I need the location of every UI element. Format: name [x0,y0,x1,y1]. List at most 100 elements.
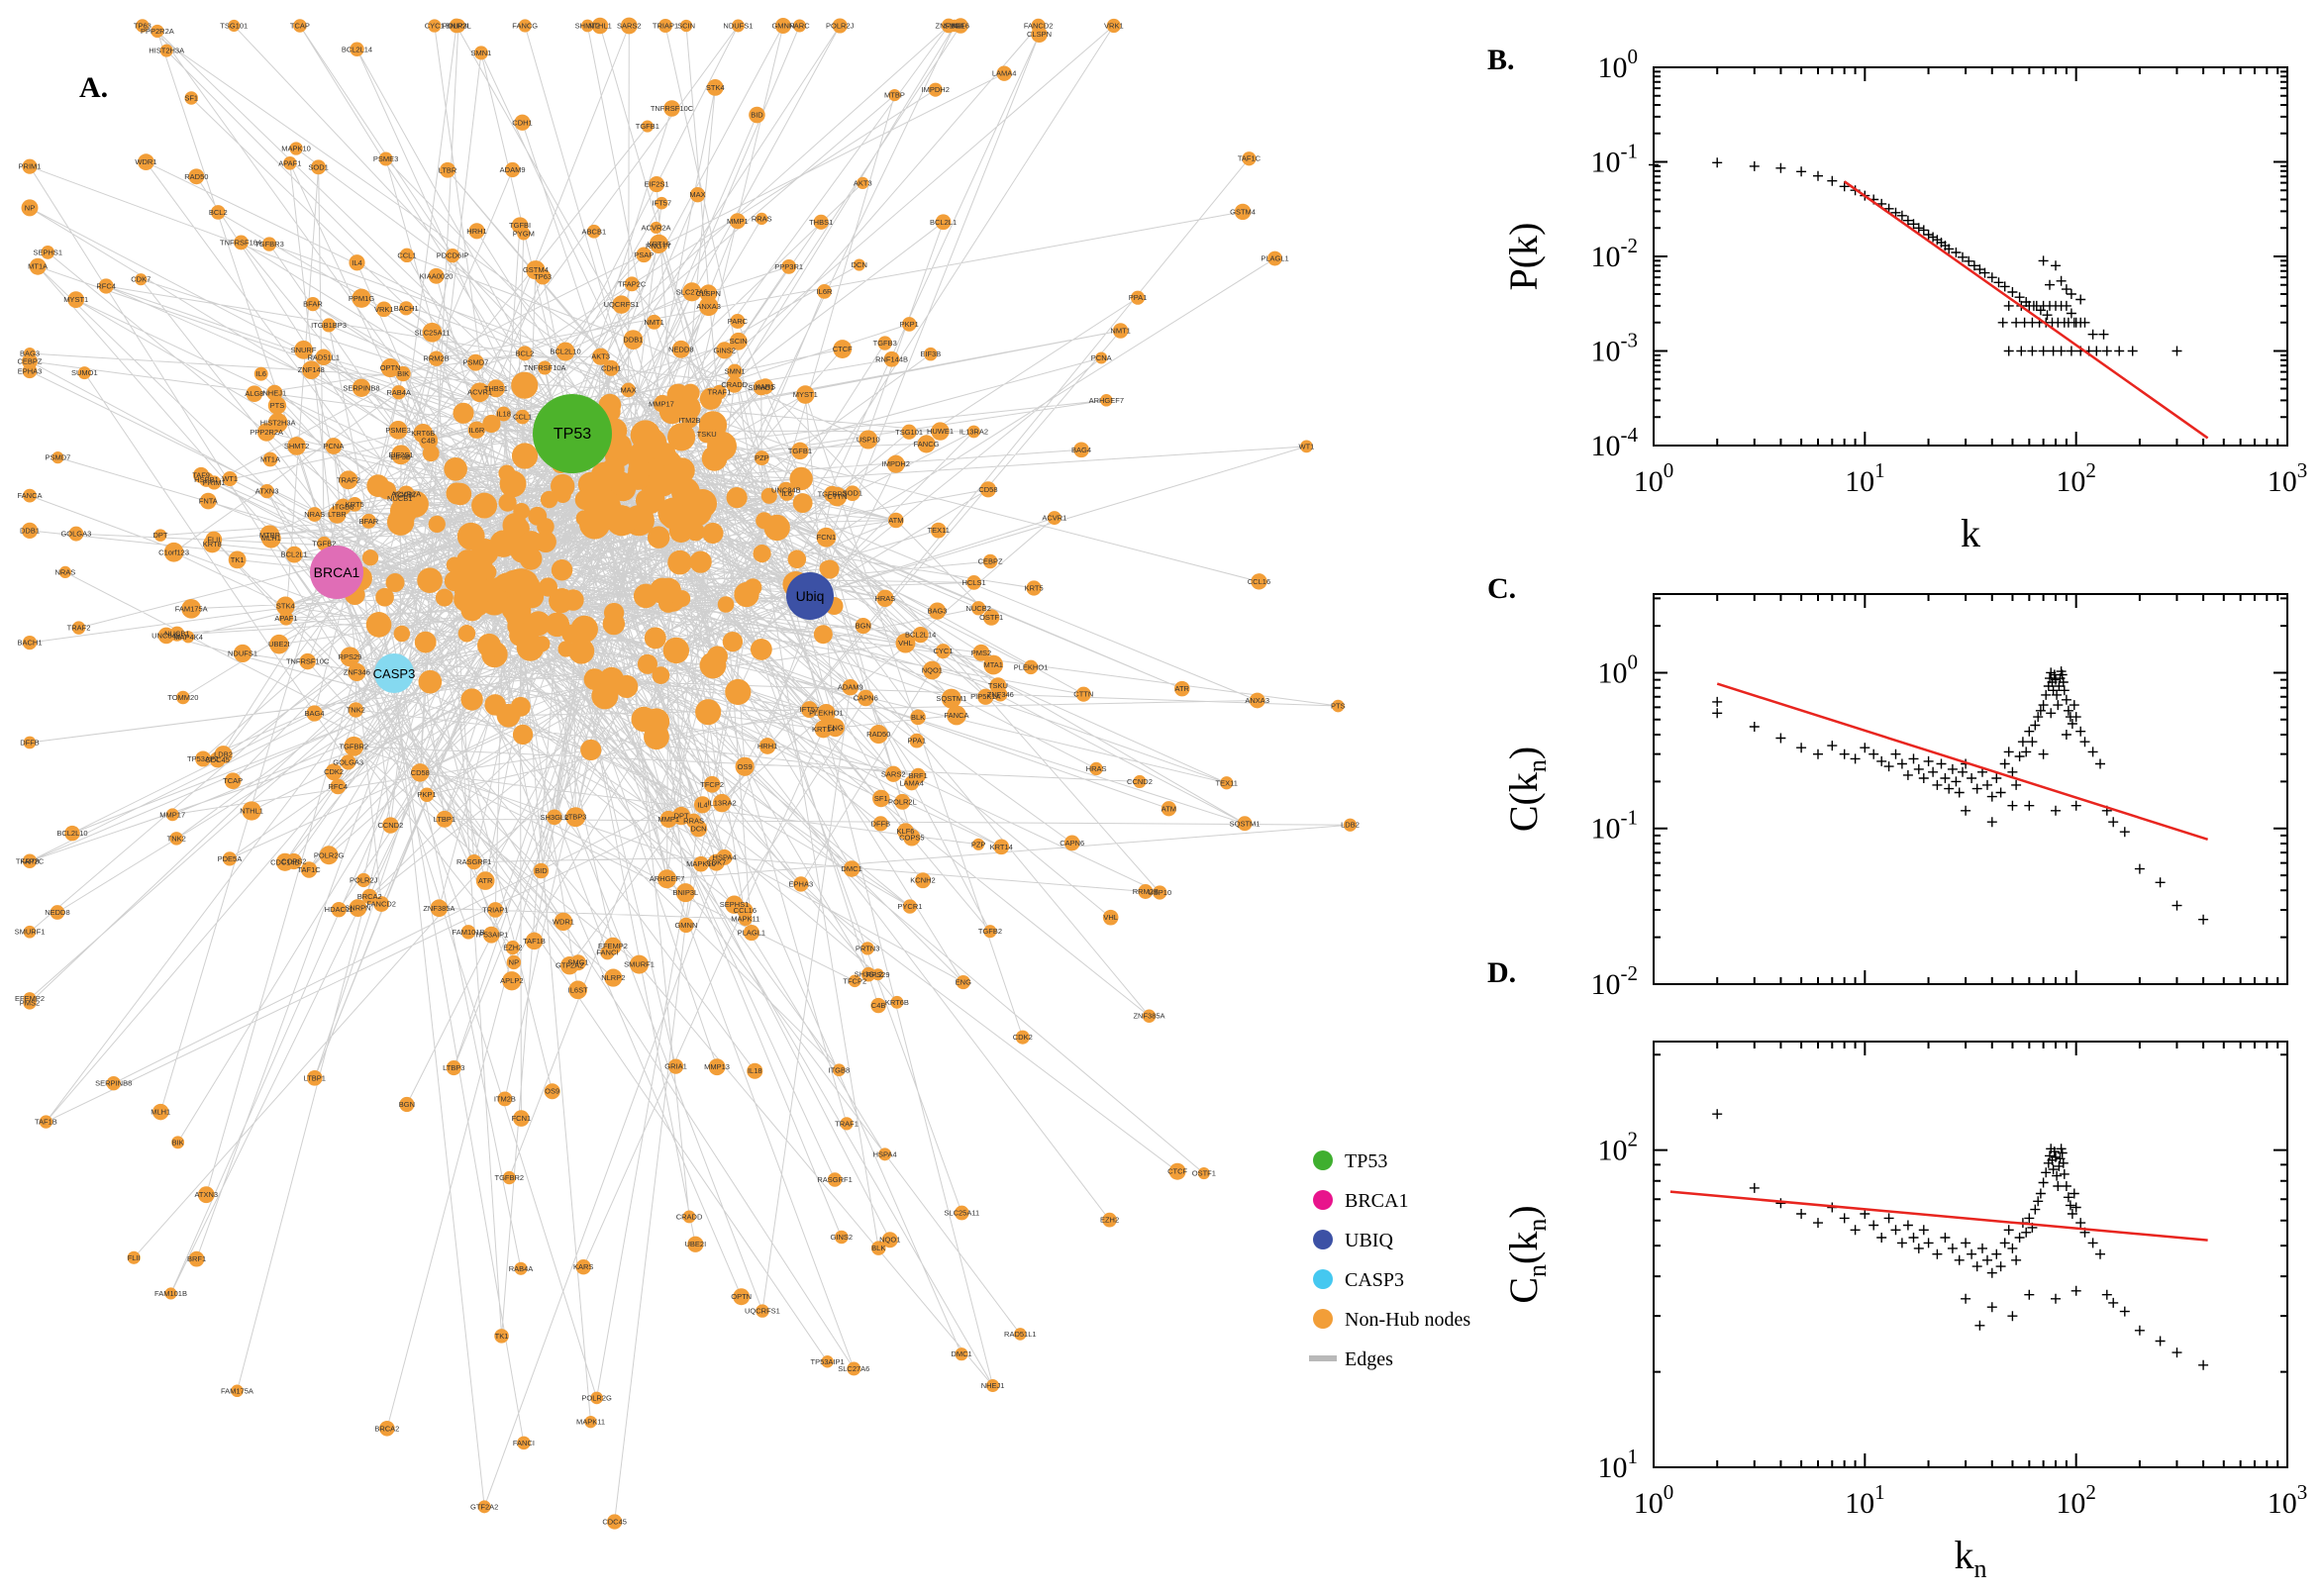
node-label: OS9 [545,1087,559,1096]
node-label: FANCG [512,22,538,31]
node-label: CD58 [978,485,997,494]
network-node [753,545,771,563]
network-node [386,508,415,536]
node-label: SLC27A6 [676,287,708,296]
node-label: KARS [756,382,775,391]
node-label: SH3GL2 [855,970,883,979]
node-label: ITGB1BP3 [311,321,347,330]
node-label: PCNA [324,442,345,450]
node-label: LTBP1 [304,1073,326,1082]
node-label: CAPN6 [1060,839,1084,848]
node-label: SARS2 [617,22,642,31]
node-label: LTBP1 [434,815,455,824]
network-node [428,267,445,284]
network-node [68,526,84,542]
node-label: LTBR [439,165,457,174]
node-label: NRAS [54,567,75,576]
network-node [509,537,537,563]
node-label: SH3GL2 [541,813,569,822]
network-node [824,485,841,503]
network-node [591,17,609,35]
network-node [552,588,572,609]
node-label: BLK [871,1244,885,1252]
x-axis-label: kn [1955,1533,1987,1583]
network-node [428,350,445,366]
scatter-points [1712,666,2209,925]
network-node [620,17,638,35]
network-node [890,995,904,1009]
network-node [560,956,579,975]
node-label: MTA1 [983,660,1002,669]
network-node [289,142,303,155]
node-label: CDK2 [1013,1033,1033,1042]
node-label: TGFBR2 [495,1173,525,1182]
network-node [729,332,748,350]
node-label: TEX11 [1216,778,1238,787]
node-label: SLC25A11 [415,328,451,337]
node-label: HSPB1 [194,475,219,484]
node-label: BAG3 [20,349,40,357]
node-label: MAP4K4 [173,633,203,642]
network-node [935,214,952,231]
node-label: TK1 [495,1332,509,1341]
node-label: SEPHS1 [33,248,62,256]
network-node [496,406,511,422]
network-node [214,746,233,764]
network-node [658,398,685,425]
network-node [668,457,695,484]
node-label: KCNH2 [910,876,935,885]
tick-label: 100 [1634,458,1674,498]
node-label: CYC1 [933,647,953,655]
node-label: MT1A [28,262,48,271]
node-label: KRT5 [1025,584,1044,593]
node-label: PPA1 [1129,293,1148,302]
node-label: MAPK11 [576,1418,605,1427]
network-node [222,851,238,866]
node-label: IL6 [781,489,791,498]
network-node [833,1063,846,1077]
node-label: SARS2 [881,769,906,778]
network-node [628,458,652,482]
node-label: GOLGA3 [60,530,91,539]
network-node [234,235,249,250]
node-label: PTS [270,401,285,410]
network-node [653,443,676,466]
node-label: KRT8 [20,856,39,865]
node-label: PSMD7 [45,453,70,462]
network-node [857,176,869,190]
network-node [467,421,485,439]
network-node [547,809,562,826]
node-label: ITM2B [494,1094,516,1103]
network-node [382,817,399,834]
node-label: DDB1 [623,336,643,345]
node-label: EIF3B [390,452,411,461]
network-node [502,971,522,991]
network-node [858,689,874,707]
network-node [872,789,890,808]
network-node [22,158,38,174]
node-label: STK4 [706,83,725,92]
network-node [1102,1212,1117,1228]
node-label: IL4 [352,258,361,267]
network-node [339,470,358,490]
network-node [699,651,727,679]
network-node [792,19,806,33]
network-node [689,186,706,203]
network-node [307,507,323,522]
node-label: PZP [971,840,986,848]
network-node [703,775,721,793]
network-node [253,366,268,381]
network-node [730,314,746,330]
network-node [106,1075,121,1091]
node-label: EZH2 [503,944,522,952]
node-label: NMT1 [1110,327,1130,336]
node-label: BIK [397,369,409,378]
network-node [568,980,587,1000]
network-node [870,997,886,1014]
network-node [153,529,167,542]
node-label: FAM101B [154,1289,187,1298]
network-node [1153,885,1167,900]
network-node [1220,776,1234,790]
node-label: HCLS1 [961,578,985,587]
legend-swatch-ubiq [1313,1230,1333,1249]
